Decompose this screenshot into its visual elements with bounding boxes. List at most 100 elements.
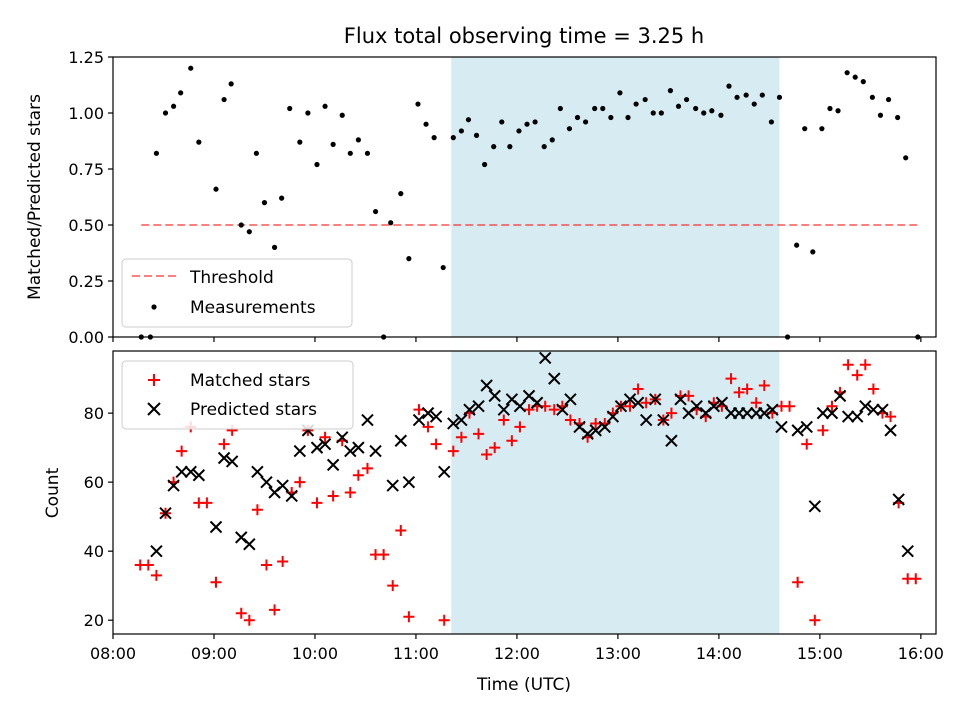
- matched-star-point: [447, 445, 459, 457]
- predicted-star-point: [614, 400, 628, 413]
- matched-star-point: [150, 569, 162, 581]
- predicted-star-point: [184, 465, 197, 479]
- predicted-star-point: [639, 413, 653, 427]
- predicted-star-point: [480, 379, 493, 392]
- predicted-star-point: [175, 465, 188, 479]
- measurement-point: [279, 195, 285, 201]
- predicted-star-point: [841, 410, 855, 423]
- predicted-star-point: [775, 420, 788, 434]
- predicted-star-point: [513, 400, 527, 413]
- matched-star-point: [243, 614, 255, 626]
- matched-star-point: [473, 428, 485, 440]
- predicted-star-point: [429, 410, 443, 423]
- measurement-point: [347, 150, 353, 156]
- predicted-star-point: [581, 427, 594, 441]
- predicted-star-point: [318, 437, 332, 451]
- bottom-y-tick-label: 40: [84, 542, 104, 561]
- bottom-panel: 20 40 60 80 08:00 09:00 10:00 11:00 12:00 13:00 1…: [43, 350, 944, 695]
- measurement-point: [516, 128, 522, 134]
- matched-star-point: [784, 400, 796, 412]
- matched-star-point: [498, 414, 510, 426]
- measurement-point: [253, 150, 259, 156]
- predicted-star-point: [293, 444, 307, 458]
- predicted-star-point: [851, 410, 864, 423]
- measurement-point: [592, 105, 598, 112]
- predicted-star-point: [159, 506, 172, 520]
- measurement-point: [491, 144, 497, 150]
- matched-star-point: [842, 359, 854, 371]
- predicted-star-point: [243, 538, 256, 551]
- matched-star-point: [885, 411, 897, 423]
- matched-star-point: [395, 524, 407, 536]
- predicted-star-point: [623, 393, 637, 406]
- measurement-point: [364, 150, 371, 156]
- bottom-x-axis: 08:00 09:00 10:00 11:00 12:00 13:00 14:00 15:00…: [90, 634, 944, 663]
- predicted-star-point: [598, 420, 611, 434]
- predicted-star-point: [386, 479, 399, 492]
- measurement-point: [885, 96, 892, 103]
- measurement-point: [355, 137, 361, 143]
- matched-star-point: [741, 383, 753, 395]
- matched-star-point: [201, 497, 213, 509]
- predicted-star-point: [833, 389, 847, 403]
- measurement-point: [701, 110, 707, 116]
- matched-star-point: [851, 369, 863, 381]
- measurement-point: [499, 119, 505, 125]
- matched-star-point: [294, 476, 306, 488]
- bottom-highlight-span: [451, 351, 780, 634]
- predicted-star-point: [217, 451, 231, 465]
- predicted-star-point: [649, 393, 662, 406]
- matched-star-point: [422, 421, 434, 433]
- predicted-star-point: [402, 475, 416, 489]
- matched-legend-label: Matched stars: [190, 371, 310, 391]
- predicted-star-point: [251, 465, 264, 479]
- matched-star-point: [319, 431, 331, 443]
- matched-star-point: [403, 611, 415, 623]
- matched-star-point: [665, 407, 677, 419]
- predicted-star-point: [421, 406, 435, 420]
- chart-title: Flux total observing time = 3.25 h: [344, 24, 704, 48]
- x-tick-label: 14:00: [696, 644, 742, 663]
- predicted-star-point: [326, 458, 340, 472]
- measurement-point: [726, 83, 732, 89]
- predicted-star-point: [707, 400, 721, 413]
- top-y-axis: 0.00 0.25 0.50 0.75 1.00 1.25: [68, 48, 113, 347]
- x-tick-label: 16:00: [898, 644, 944, 663]
- predicted-star-point: [276, 479, 289, 492]
- predicted-star-point: [260, 475, 273, 489]
- measurement-point: [228, 81, 234, 87]
- matched-star-point: [251, 504, 263, 516]
- predicted-star-point: [800, 420, 813, 434]
- matched-star-point: [801, 438, 813, 450]
- measurement-point: [810, 249, 816, 255]
- bottom-y-axis: 20 40 60 80: [84, 404, 113, 630]
- x-tick-label: 11:00: [393, 644, 439, 663]
- predicted-star-point: [740, 406, 754, 420]
- matched-legend-swatch: [148, 374, 160, 386]
- predicted-star-point: [447, 417, 460, 430]
- matched-star-point: [210, 576, 222, 588]
- matched-star-point: [758, 380, 770, 392]
- top-y-tick-label: 0.25: [68, 272, 104, 291]
- predicted-star-point: [394, 434, 408, 447]
- predicted-star-point: [336, 431, 349, 444]
- predicted-star-point: [530, 396, 544, 409]
- measurement-point: [287, 105, 293, 112]
- matched-star-point: [548, 404, 560, 416]
- predicted-star-point: [455, 413, 468, 427]
- predicted-star-point: [352, 441, 365, 454]
- measurement-point: [734, 94, 740, 100]
- measurement-point: [170, 103, 177, 109]
- top-x-axis: [112, 337, 922, 342]
- measurement-point: [675, 103, 682, 109]
- measurement-point: [574, 114, 581, 121]
- predicted-star-point: [816, 406, 830, 420]
- matched-star-point: [361, 462, 373, 474]
- measurement-point: [423, 121, 429, 127]
- measurement-point: [507, 144, 513, 150]
- predicted-legend-label: Predicted stars: [190, 400, 317, 420]
- measurement-point: [852, 74, 858, 80]
- predicted-star-point: [209, 520, 223, 534]
- matched-star-point: [378, 549, 390, 561]
- matched-stars-points: [134, 359, 922, 626]
